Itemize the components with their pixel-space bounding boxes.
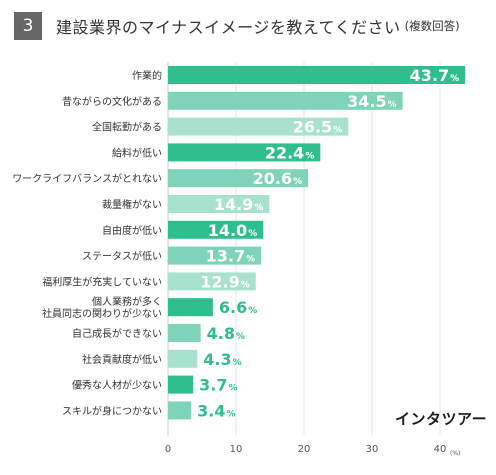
category-label: 給料が低い bbox=[112, 146, 162, 159]
bar bbox=[168, 66, 466, 84]
bar bbox=[168, 117, 349, 136]
value-unit: % bbox=[233, 358, 242, 368]
value-unit: % bbox=[236, 332, 245, 342]
bar bbox=[168, 298, 213, 317]
bar bbox=[168, 195, 270, 213]
bar bbox=[168, 246, 262, 265]
bar bbox=[168, 91, 403, 110]
category-label: 優秀な人材が少ない bbox=[72, 379, 162, 392]
value-unit: % bbox=[388, 100, 397, 110]
value-unit: % bbox=[241, 280, 250, 290]
category-label: 福利厚生が充実していない bbox=[42, 275, 162, 288]
value-label: 3.7 bbox=[199, 376, 227, 395]
chart-title: 建設業界のマイナスイメージを教えてください bbox=[56, 18, 401, 37]
x-tick-label: 30 bbox=[366, 444, 379, 455]
category-label: ワークライフバランスがとれない bbox=[12, 172, 162, 185]
category-label: ステータスが低い bbox=[82, 250, 162, 263]
value-unit: % bbox=[450, 74, 459, 84]
x-unit-label: (%) bbox=[450, 450, 460, 457]
value-label: 3.4 bbox=[197, 401, 225, 420]
value-label: 14.0 bbox=[208, 221, 247, 240]
value-unit: % bbox=[293, 177, 302, 187]
bar bbox=[168, 349, 198, 368]
brand-logo: インタツアー bbox=[395, 410, 488, 428]
value-unit: % bbox=[333, 126, 342, 136]
bar bbox=[168, 220, 264, 239]
value-label: 12.9 bbox=[200, 272, 239, 291]
bar bbox=[168, 375, 194, 394]
value-label: 43.7 bbox=[410, 66, 449, 85]
category-label: 全国転勤がある bbox=[92, 121, 162, 134]
value-label: 4.8 bbox=[207, 324, 235, 343]
bar bbox=[168, 169, 309, 188]
category-label: スキルが身につかない bbox=[62, 404, 162, 417]
category-label: 社会貢献度が低い bbox=[82, 353, 162, 366]
bar bbox=[168, 401, 192, 420]
value-label: 13.7 bbox=[206, 247, 245, 266]
x-tick-label: 0 bbox=[165, 444, 171, 455]
category-label: 自由度が低い bbox=[102, 224, 162, 237]
value-unit: % bbox=[305, 151, 314, 161]
value-label: 4.3 bbox=[203, 350, 231, 369]
value-label: 14.9 bbox=[214, 195, 253, 214]
category-label: 自己成長ができない bbox=[72, 327, 162, 340]
category-label: 裁量権がない bbox=[102, 198, 162, 211]
x-tick-label: 10 bbox=[230, 444, 243, 455]
value-unit: % bbox=[248, 229, 257, 239]
question-number: 3 bbox=[14, 12, 42, 40]
chart-header: 3 建設業界のマイナスイメージを教えてください (複数回答) bbox=[14, 12, 460, 40]
x-tick-label: 40 bbox=[434, 444, 447, 455]
value-label: 22.4 bbox=[265, 143, 304, 162]
value-unit: % bbox=[246, 255, 255, 265]
value-label: 6.6 bbox=[219, 298, 247, 317]
value-unit: % bbox=[226, 409, 235, 419]
value-label: 20.6 bbox=[253, 169, 292, 188]
chart-title-note: (複数回答) bbox=[404, 19, 460, 33]
category-label: 昔ながらの文化がある bbox=[62, 95, 162, 108]
value-unit: % bbox=[229, 384, 238, 394]
bar bbox=[168, 324, 201, 342]
bar bbox=[168, 272, 256, 291]
bar bbox=[168, 143, 321, 162]
category-label: 作業的 bbox=[132, 69, 162, 82]
category-label: 個人業務が多く社員同志の関わりが少ない bbox=[42, 295, 162, 320]
x-tick-label: 20 bbox=[298, 444, 311, 455]
value-unit: % bbox=[248, 306, 257, 316]
value-label: 26.5 bbox=[293, 118, 332, 137]
value-unit: % bbox=[254, 203, 263, 213]
value-label: 34.5 bbox=[347, 92, 386, 111]
